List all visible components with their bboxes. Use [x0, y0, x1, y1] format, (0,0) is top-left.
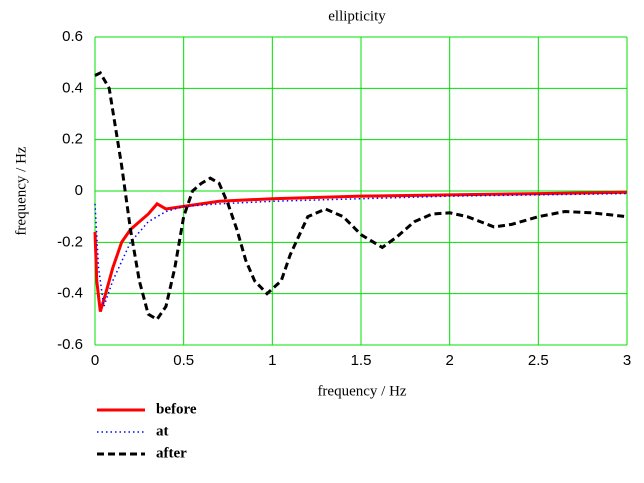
x-tick-label: 0 [91, 352, 99, 369]
legend-label: before [156, 401, 197, 417]
y-tick-label: 0 [75, 182, 83, 199]
chart-title: ellipticity [328, 8, 386, 24]
y-tick-label: 0.4 [62, 79, 83, 96]
x-tick-label: 3 [623, 352, 631, 369]
x-tick-label: 1.5 [351, 352, 372, 369]
y-tick-label: -0.4 [57, 285, 83, 302]
x-tick-label: 2.5 [528, 352, 549, 369]
x-tick-label: 2 [445, 352, 453, 369]
y-tick-label: 0.2 [62, 131, 83, 148]
y-tick-label: 0.6 [62, 28, 83, 45]
legend-label: at [156, 423, 169, 439]
x-axis-label: frequency / Hz [317, 383, 406, 399]
line [93, 190, 628, 313]
y-tick-label: -0.6 [57, 336, 83, 353]
line [94, 70, 628, 322]
x-tick-label: 1 [268, 352, 276, 369]
x-tick-label: 0.5 [173, 352, 194, 369]
y-axis-label: frequency / Hz [13, 146, 29, 235]
y-tick-label: -0.2 [57, 233, 83, 250]
legend-label: after [156, 445, 187, 461]
